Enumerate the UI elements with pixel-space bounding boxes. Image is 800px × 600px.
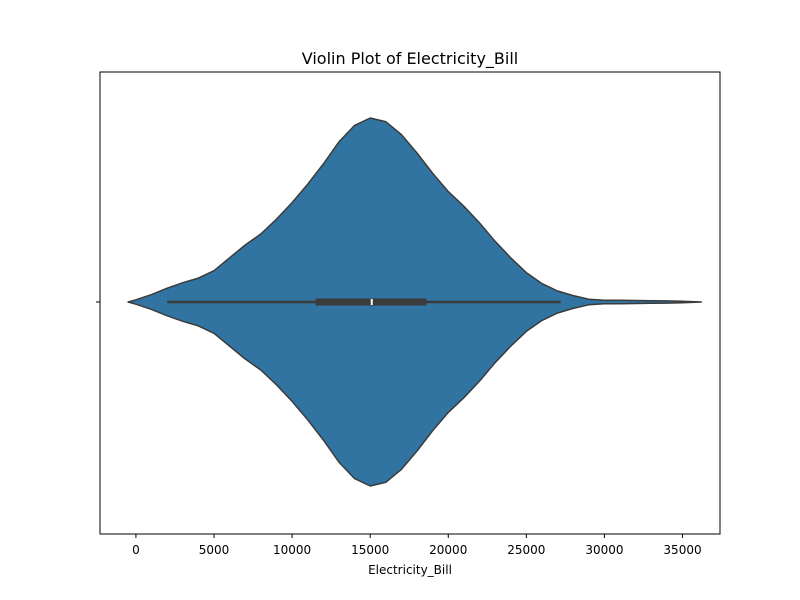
x-tick-label: 30000 — [585, 543, 623, 557]
x-tick-label: 10000 — [273, 543, 311, 557]
x-tick-label: 15000 — [351, 543, 389, 557]
x-tick-label: 0 — [132, 543, 140, 557]
x-tick-label: 5000 — [199, 543, 230, 557]
x-tick-label: 25000 — [507, 543, 545, 557]
median-marker — [370, 299, 373, 305]
x-tick-label: 20000 — [429, 543, 467, 557]
box-layer — [167, 298, 561, 306]
x-axis-ticks: 0 5000 10000 15000 20000 25000 30000 35000 — [132, 534, 702, 557]
x-tick-label: 35000 — [663, 543, 701, 557]
x-axis-label: Electricity_Bill — [368, 563, 452, 577]
chart-title: Violin Plot of Electricity_Bill — [302, 49, 518, 69]
